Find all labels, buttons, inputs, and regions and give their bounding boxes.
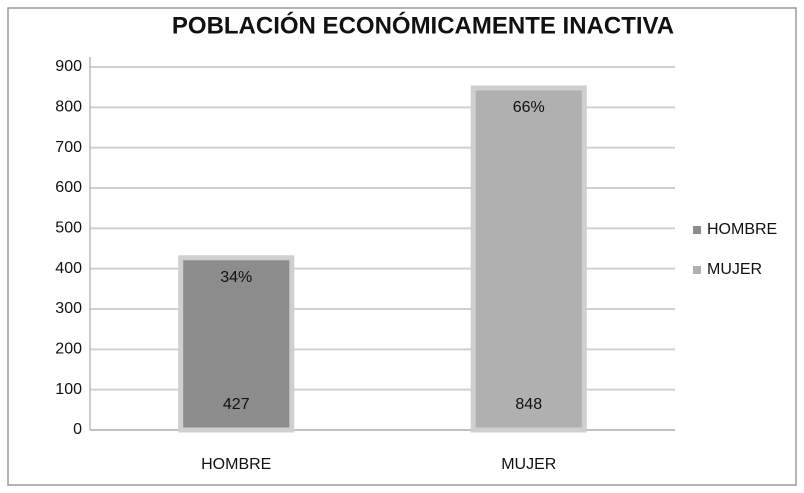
- y-tick-label: 700: [55, 139, 82, 156]
- y-tick-label: 200: [55, 341, 82, 358]
- y-tick-label: 800: [55, 99, 82, 116]
- y-tick-label: 900: [55, 58, 82, 75]
- x-tick-label: MUJER: [501, 456, 556, 473]
- chart-frame: [7, 7, 797, 486]
- share-label: 34%: [220, 269, 252, 286]
- y-tick-label: 400: [55, 260, 82, 277]
- x-tick-label: HOMBRE: [201, 456, 271, 473]
- value-label: 848: [515, 396, 542, 413]
- legend-label: MUJER: [707, 261, 762, 278]
- legend-label: HOMBRE: [707, 221, 777, 238]
- y-tick-label: 0: [73, 421, 82, 438]
- legend-swatch: [693, 266, 701, 274]
- y-tick-label: 600: [55, 179, 82, 196]
- y-tick-label: 300: [55, 300, 82, 317]
- bar: [178, 255, 295, 433]
- y-tick-label: 500: [55, 220, 82, 237]
- y-tick-label: 100: [55, 381, 82, 398]
- legend-swatch: [693, 226, 701, 234]
- share-label: 66%: [513, 99, 545, 116]
- value-label: 427: [223, 396, 250, 413]
- chart-title: POBLACIÓN ECONÓMICAMENTE INACTIVA: [172, 11, 674, 39]
- bar: [470, 85, 587, 433]
